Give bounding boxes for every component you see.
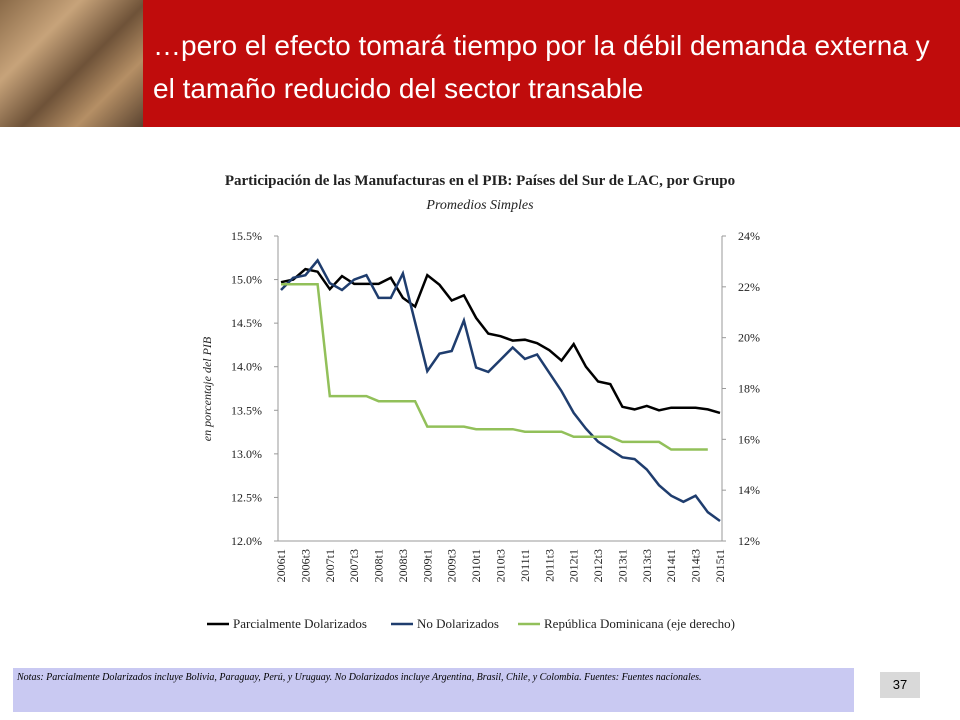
y2-tick-label: 22% xyxy=(738,280,760,294)
chart: Participación de las Manufacturas en el … xyxy=(200,173,760,631)
x-tick-label: 2009t1 xyxy=(420,549,434,582)
y-tick-label: 13.0% xyxy=(231,447,262,461)
x-tick-label: 2013t1 xyxy=(615,549,629,582)
series-line xyxy=(281,283,708,451)
legend-label: República Dominicana (eje derecho) xyxy=(544,616,735,631)
y-axis-label: en porcentaje del PIB xyxy=(200,336,214,441)
header-image xyxy=(0,0,143,127)
series-line xyxy=(280,267,721,415)
x-tick-label: 2015t1 xyxy=(713,549,727,582)
y2-tick-label: 18% xyxy=(738,382,760,396)
y-tick-label: 12.5% xyxy=(231,490,262,504)
x-tick-label: 2012t3 xyxy=(591,549,605,582)
x-tick-label: 2007t3 xyxy=(347,549,361,582)
x-tick-label: 2009t3 xyxy=(445,549,459,582)
y-tick-label: 14.0% xyxy=(231,360,262,374)
x-tick-label: 2006t3 xyxy=(298,549,312,582)
y-tick-label: 13.5% xyxy=(231,403,262,417)
header-band xyxy=(0,0,960,127)
page-number: 37 xyxy=(880,672,920,698)
y2-tick-label: 24% xyxy=(738,229,760,243)
x-tick-label: 2006t1 xyxy=(274,549,288,582)
x-tick-label: 2008t3 xyxy=(396,549,410,582)
x-tick-label: 2008t1 xyxy=(372,549,386,582)
chart-title: Participación de las Manufacturas en el … xyxy=(225,173,735,189)
y2-tick-label: 14% xyxy=(738,483,760,497)
y-tick-label: 15.0% xyxy=(231,273,262,287)
x-tick-label: 2014t1 xyxy=(664,549,678,582)
chart-subtitle: Promedios Simples xyxy=(425,198,534,213)
y2-tick-label: 12% xyxy=(738,534,760,548)
notes: Notas: Parcialmente Dolarizados incluye … xyxy=(13,668,854,712)
x-tick-label: 2012t1 xyxy=(567,549,581,582)
x-tick-label: 2014t3 xyxy=(689,549,703,582)
series-line xyxy=(280,258,721,523)
x-tick-label: 2010t1 xyxy=(469,549,483,582)
x-tick-label: 2011t3 xyxy=(542,549,556,582)
x-tick-label: 2007t1 xyxy=(323,549,337,582)
y2-tick-label: 16% xyxy=(738,432,760,446)
x-tick-label: 2010t3 xyxy=(494,549,508,582)
slide-title: …pero el efecto tomará tiempo por la déb… xyxy=(153,30,930,104)
y-tick-label: 15.5% xyxy=(231,229,262,243)
x-tick-label: 2013t3 xyxy=(640,549,654,582)
legend-label: No Dolarizados xyxy=(417,616,499,631)
legend-label: Parcialmente Dolarizados xyxy=(233,616,367,631)
y-tick-label: 14.5% xyxy=(231,316,262,330)
x-tick-label: 2011t1 xyxy=(518,549,532,582)
y2-tick-label: 20% xyxy=(738,331,760,345)
y-tick-label: 12.0% xyxy=(231,534,262,548)
